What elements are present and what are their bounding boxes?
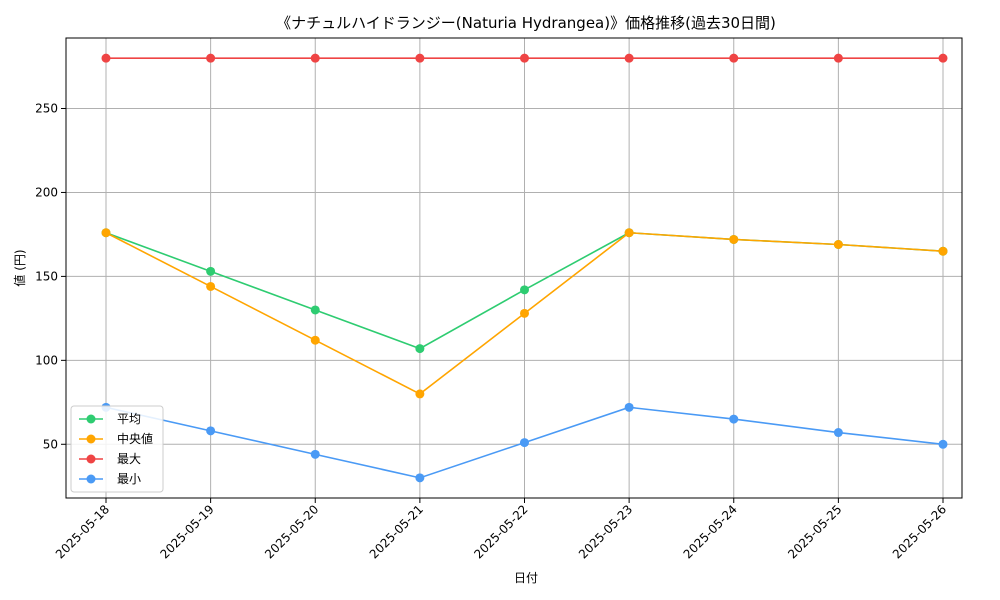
chart-title: 《ナチュルハイドランジー(Naturia Hydrangea)》価格推移(過去3… [276,14,776,32]
y-tick-label: 100 [35,353,58,367]
data-point [206,53,216,63]
x-tick-label: 2025-05-21 [367,502,426,561]
series-2 [101,53,948,63]
legend-label: 最大 [117,452,141,466]
data-point [101,228,111,238]
data-point [310,449,320,459]
data-point [833,239,843,249]
data-point [729,53,739,63]
data-point [833,428,843,438]
data-point [310,53,320,63]
legend-label: 中央値 [117,431,153,446]
data-point [206,266,216,276]
data-point [520,438,529,448]
data-point [729,234,739,244]
data-point [520,285,529,295]
legend-label: 最小 [117,472,141,486]
x-tick-label: 2025-05-22 [471,502,530,561]
series-group [101,53,948,483]
data-point [833,53,843,63]
data-point [624,228,634,238]
data-point [938,439,948,449]
y-tick-label: 250 [35,102,58,116]
data-point [729,414,739,424]
data-point [206,426,216,436]
x-axis-label: 日付 [514,571,538,585]
y-tick-label: 150 [35,269,58,283]
x-tick-label: 2025-05-20 [262,502,321,561]
data-point [520,53,529,63]
legend-marker [86,474,96,484]
data-point [415,344,425,354]
x-tick-label: 2025-05-25 [785,502,844,561]
data-point [415,473,425,483]
x-tick-label: 2025-05-24 [681,502,740,561]
y-ticks: 50 100 150 200 250 [35,102,66,451]
y-axis-label: 値 (円) [12,249,27,286]
data-point [206,281,216,291]
data-point [415,389,425,399]
data-point [310,305,320,315]
plot-frame [65,37,963,499]
data-point [415,53,425,63]
data-point [310,335,320,345]
y-tick-label: 200 [35,185,58,199]
data-point [101,53,111,63]
legend-marker [86,414,96,424]
x-ticks: 2025-05-18 2025-05-19 2025-05-20 2025-05-21… [53,498,949,561]
data-point [938,246,948,256]
data-point [624,402,634,412]
x-tick-label: 2025-05-26 [890,502,949,561]
x-tick-label: 2025-05-23 [576,502,635,561]
grid [66,38,962,498]
series-1 [101,228,948,399]
legend-label: 平均 [117,412,141,426]
data-point [520,308,529,318]
x-tick-label: 2025-05-19 [158,502,217,561]
legend-marker [86,454,96,464]
x-tick-label: 2025-05-18 [53,502,112,561]
legend-box [70,405,164,493]
legend-marker [86,434,96,444]
y-tick-label: 50 [43,437,58,451]
data-point [624,53,634,63]
data-point [938,53,948,63]
